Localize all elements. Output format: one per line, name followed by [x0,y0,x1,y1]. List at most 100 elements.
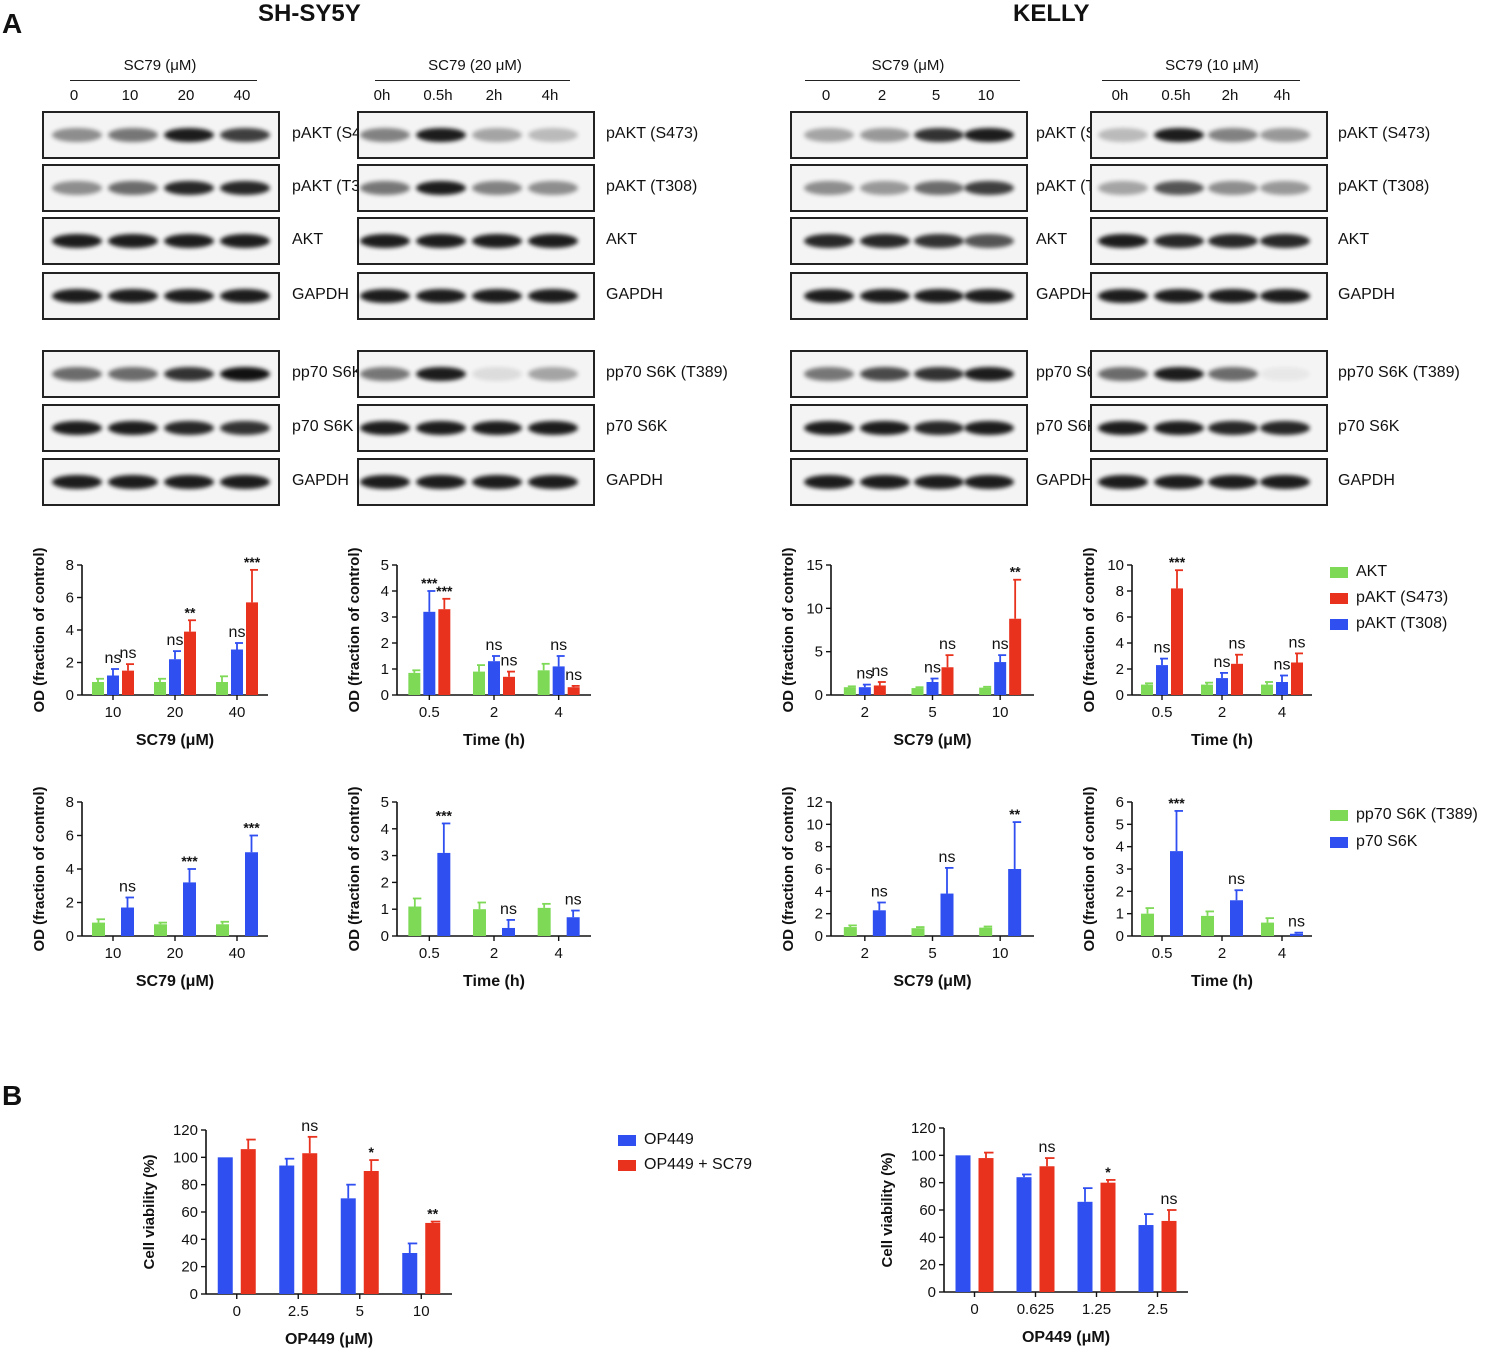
blot-band [416,289,466,303]
y-tick-label: 8 [66,557,74,574]
bar [911,928,925,936]
y-tick-label: 1 [381,661,389,678]
blot-band [108,367,158,381]
lane-label: 2 [877,87,887,104]
blot-strip [357,164,595,212]
bar [1170,851,1183,936]
x-axis-title: Time (h) [1191,973,1253,990]
blot-band [472,128,522,142]
lane-label: 40 [233,87,251,104]
significance-label: ns [500,901,517,918]
blot-band [1154,367,1204,381]
blot-label: pAKT (T308) [1338,178,1430,195]
y-tick-label: 3 [381,848,389,865]
blot-band [528,475,578,489]
blot-strip [790,350,1028,398]
blot-label: AKT [1036,231,1068,248]
blot-band [220,367,270,381]
y-tick-label: 2 [815,906,823,923]
bar [363,1171,379,1294]
blot-band [914,128,964,142]
x-tick-label: 0.5 [419,945,440,962]
bar [169,659,181,695]
significance-label: ns [565,892,582,909]
y-tick-label: 120 [173,1122,198,1139]
blot-band [804,421,854,435]
bar [1141,913,1154,936]
legend-swatch [618,1159,636,1171]
blot-band [860,367,910,381]
blot-band [164,128,214,142]
y-tick-label: 3 [381,609,389,626]
bar [423,611,436,695]
legend-op449-item: OP449 [618,1131,694,1149]
bar [1261,922,1274,936]
bar [1009,618,1022,695]
blot-strip [1090,164,1328,212]
blot-band [108,421,158,435]
blot-band [360,128,410,142]
y-tick-label: 4 [1116,635,1124,652]
bar [473,671,485,695]
bar [216,682,228,695]
bar [1276,682,1288,695]
x-tick-label: 2 [861,704,869,721]
y-tick-label: 15 [806,557,823,574]
western-header-rule [1102,80,1300,81]
x-tick-label: 5 [928,945,936,962]
legend-swatch [1330,566,1348,578]
blot-strip [790,458,1028,506]
blot-band [860,128,910,142]
x-axis-title: SC79 (μM) [136,732,214,749]
significance-label: ns [1161,1191,1178,1208]
blot-band [1260,289,1310,303]
blot-label: AKT [606,231,638,248]
significance-label: ns [565,667,582,684]
blot-band [1154,181,1204,195]
blot-band [914,181,964,195]
blot-label: AKT [1338,231,1370,248]
legend-pp70-item: pp70 S6K (T389) [1330,806,1478,824]
blot-label: pAKT (T308) [606,178,698,195]
y-tick-label: 6 [1116,609,1124,626]
x-tick-label: 20 [167,945,184,962]
blot-band [964,128,1014,142]
x-tick-label: 0 [233,1303,241,1320]
y-tick-label: 10 [806,816,823,833]
y-tick-label: 6 [66,828,74,845]
bar [184,631,196,695]
blot-band [1098,181,1148,195]
western-header: SC79 (μM) [123,57,197,74]
y-axis-title: OD (fraction of control) [780,548,797,713]
y-tick-label: 60 [181,1204,198,1221]
bar [340,1198,356,1294]
x-tick-label: 20 [167,704,184,721]
significance-label: ns [1289,634,1306,651]
y-tick-label: 1 [381,901,389,918]
blot-label: p70 S6K [606,418,668,435]
legend-label: AKT [1356,563,1388,580]
x-tick-label: 2 [1218,704,1226,721]
x-tick-label: 4 [554,945,562,962]
bar [154,924,167,936]
significance-label: ns [301,1118,318,1135]
lane-label: 0 [821,87,831,104]
bar [279,1165,295,1294]
bar [216,924,229,936]
y-axis-title: OD (fraction of control) [346,787,363,952]
y-tick-label: 0 [928,1284,936,1301]
blot-band [1098,289,1148,303]
y-tick-label: 4 [66,622,74,639]
blot-strip [42,350,280,398]
bar [911,688,924,695]
blot-band [914,234,964,248]
blot-band [1208,475,1258,489]
blot-band [914,367,964,381]
significance-label: *** [1168,795,1185,811]
blot-band [914,289,964,303]
significance-label: ns [1274,657,1291,674]
blot-band [860,475,910,489]
legend-label: pp70 S6K (T389) [1356,806,1478,823]
blot-band [220,181,270,195]
bar [873,685,886,695]
